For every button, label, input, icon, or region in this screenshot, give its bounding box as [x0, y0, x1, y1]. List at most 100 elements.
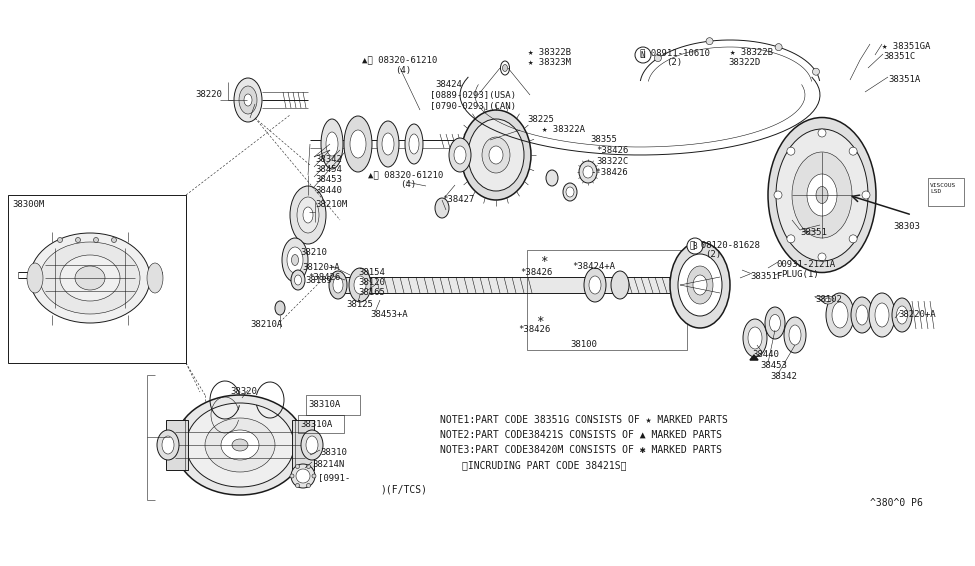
Text: 38440: 38440: [752, 350, 779, 359]
Text: (2): (2): [705, 250, 722, 259]
Ellipse shape: [869, 293, 895, 337]
Text: *: *: [536, 315, 543, 328]
Ellipse shape: [60, 255, 120, 301]
Ellipse shape: [468, 119, 524, 191]
Text: 38210: 38210: [300, 248, 327, 257]
Ellipse shape: [896, 306, 908, 324]
Ellipse shape: [635, 47, 651, 63]
Ellipse shape: [329, 271, 347, 299]
Bar: [330, 277, 680, 293]
Text: 38351F: 38351F: [750, 272, 782, 281]
Ellipse shape: [244, 94, 252, 106]
Ellipse shape: [344, 116, 372, 172]
Text: 38165: 38165: [358, 288, 385, 297]
Text: *38426: *38426: [520, 268, 552, 277]
Ellipse shape: [832, 302, 848, 328]
Ellipse shape: [58, 238, 62, 242]
Text: 38220+A: 38220+A: [898, 310, 936, 319]
Text: 38342: 38342: [315, 155, 342, 164]
Ellipse shape: [654, 54, 661, 62]
Text: 38424: 38424: [435, 80, 462, 89]
Text: 00931-2121A: 00931-2121A: [776, 260, 836, 269]
Ellipse shape: [482, 137, 510, 173]
Ellipse shape: [461, 110, 531, 200]
Text: ▲Ⓢ 08320-61210: ▲Ⓢ 08320-61210: [362, 55, 437, 64]
Ellipse shape: [546, 170, 558, 186]
Text: *38426: *38426: [308, 273, 340, 282]
Bar: [298, 415, 344, 433]
Text: *38426: *38426: [596, 146, 628, 155]
Text: NOTE2:PART CODE38421S CONSISTS OF ▲ MARKED PARTS: NOTE2:PART CODE38421S CONSISTS OF ▲ MARK…: [440, 430, 722, 440]
Text: VISCOUS
LSD: VISCOUS LSD: [930, 183, 956, 194]
Text: 38453: 38453: [760, 361, 787, 370]
Text: 38320: 38320: [230, 387, 256, 396]
Bar: [928, 178, 964, 206]
Ellipse shape: [849, 235, 857, 243]
Ellipse shape: [789, 325, 801, 345]
Ellipse shape: [687, 266, 713, 304]
Ellipse shape: [147, 263, 163, 293]
Text: 38300M: 38300M: [12, 200, 44, 209]
Ellipse shape: [232, 439, 248, 451]
Ellipse shape: [589, 276, 601, 294]
Text: [0790-0293](CAN): [0790-0293](CAN): [430, 102, 516, 111]
Ellipse shape: [290, 186, 326, 244]
Text: 38125: 38125: [346, 300, 372, 309]
Text: Ⓑ 08120-81628: Ⓑ 08120-81628: [690, 240, 760, 249]
Ellipse shape: [94, 238, 98, 242]
Text: 38100: 38100: [570, 340, 597, 349]
Text: NOTE1:PART CODE 38351G CONSISTS OF ★ MARKED PARTS: NOTE1:PART CODE 38351G CONSISTS OF ★ MAR…: [440, 415, 728, 425]
Ellipse shape: [787, 147, 795, 155]
Ellipse shape: [566, 187, 574, 197]
Ellipse shape: [75, 266, 105, 290]
Ellipse shape: [175, 395, 305, 495]
Text: ★ 38322B: ★ 38322B: [528, 48, 571, 57]
Ellipse shape: [454, 146, 466, 164]
Ellipse shape: [449, 138, 471, 172]
Ellipse shape: [774, 191, 782, 199]
Ellipse shape: [489, 146, 503, 164]
Ellipse shape: [205, 418, 275, 472]
Bar: [166, 420, 188, 470]
Ellipse shape: [768, 118, 876, 272]
Ellipse shape: [297, 197, 319, 233]
Ellipse shape: [287, 247, 303, 273]
Ellipse shape: [291, 464, 315, 488]
Ellipse shape: [306, 436, 318, 454]
Ellipse shape: [303, 207, 313, 223]
Ellipse shape: [296, 469, 310, 483]
Text: NOTE3:PART CODE38420M CONSISTS OF ✱ MARKED PARTS: NOTE3:PART CODE38420M CONSISTS OF ✱ MARK…: [440, 445, 722, 455]
Ellipse shape: [826, 293, 854, 337]
Ellipse shape: [849, 147, 857, 155]
Text: 38310: 38310: [320, 448, 347, 457]
Ellipse shape: [292, 255, 298, 265]
Ellipse shape: [312, 474, 316, 478]
Ellipse shape: [30, 233, 150, 323]
Text: 38210M: 38210M: [315, 200, 347, 209]
Ellipse shape: [294, 275, 301, 285]
Ellipse shape: [743, 319, 767, 357]
Ellipse shape: [111, 238, 116, 242]
Text: 38102: 38102: [815, 295, 841, 304]
Ellipse shape: [301, 430, 323, 460]
Text: 38210A: 38210A: [250, 320, 282, 329]
Ellipse shape: [748, 327, 762, 349]
Text: 38310A: 38310A: [308, 400, 340, 409]
Ellipse shape: [354, 276, 366, 294]
Ellipse shape: [792, 152, 852, 238]
Ellipse shape: [382, 133, 394, 155]
Bar: [306, 395, 360, 415]
Ellipse shape: [349, 268, 371, 302]
Text: ★ 38323M: ★ 38323M: [528, 58, 571, 67]
Text: 38120: 38120: [358, 278, 385, 287]
Ellipse shape: [291, 270, 305, 290]
Text: 38322C: 38322C: [596, 157, 628, 166]
Text: Ⓝ 08911-10610: Ⓝ 08911-10610: [640, 48, 710, 57]
Ellipse shape: [234, 78, 262, 122]
Ellipse shape: [776, 129, 868, 261]
Ellipse shape: [812, 68, 819, 75]
Ellipse shape: [769, 315, 781, 332]
Ellipse shape: [502, 65, 508, 71]
Text: [0991-: [0991-: [318, 473, 350, 482]
Ellipse shape: [306, 465, 310, 469]
